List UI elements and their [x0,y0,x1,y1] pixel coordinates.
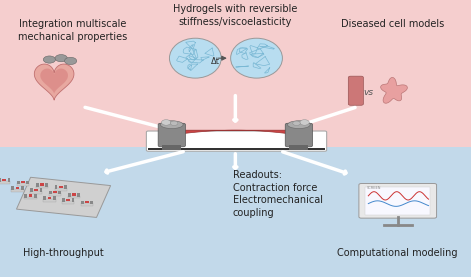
FancyBboxPatch shape [348,76,364,105]
Text: Δt: Δt [210,57,219,66]
Bar [64,185,67,189]
Bar [163,145,181,150]
Bar [43,196,46,200]
Bar [0,0,471,147]
FancyBboxPatch shape [158,123,185,147]
Polygon shape [381,78,407,103]
Polygon shape [34,64,74,100]
Bar [49,191,52,194]
Bar [25,194,27,198]
Text: Hydrogels with reversible
stiffness/viscoelasticity: Hydrogels with reversible stiffness/visc… [173,4,298,27]
Bar [17,183,29,186]
Bar [81,203,93,206]
Bar [43,199,55,202]
Circle shape [300,120,309,125]
Bar [62,201,74,204]
Circle shape [43,56,55,63]
Polygon shape [66,199,70,201]
Bar [0,147,471,277]
Polygon shape [17,177,110,217]
Bar [55,185,57,189]
Bar [53,196,55,200]
Bar [77,193,80,197]
Polygon shape [85,201,89,203]
Bar [36,183,38,187]
Bar [0,178,1,182]
Bar [8,178,10,182]
Bar [27,181,29,184]
Circle shape [64,57,77,65]
Text: Computational modeling: Computational modeling [337,248,458,258]
Bar [91,201,93,204]
Text: vs: vs [363,88,373,97]
Polygon shape [29,194,33,197]
Bar [30,188,33,192]
Bar [11,189,24,192]
Bar [58,191,61,194]
Bar [34,194,36,198]
Polygon shape [172,130,299,135]
Bar [0,181,10,184]
Polygon shape [53,191,57,193]
Bar [49,193,61,196]
Polygon shape [16,187,19,189]
Polygon shape [72,193,76,196]
Polygon shape [47,197,51,199]
Polygon shape [2,179,6,181]
Text: Diseased cell models: Diseased cell models [341,19,445,29]
Bar [68,193,71,197]
Bar [62,198,65,202]
Polygon shape [40,183,44,186]
Ellipse shape [288,121,310,129]
Circle shape [293,121,301,125]
Bar [36,186,48,188]
Bar [72,198,74,202]
FancyBboxPatch shape [359,183,437,218]
Circle shape [162,120,171,125]
Bar [290,145,308,150]
Text: SCREEN: SCREEN [367,186,381,190]
Bar [55,188,67,191]
Ellipse shape [231,38,283,78]
Circle shape [55,55,67,62]
Text: Integration multiscale
mechanical properties: Integration multiscale mechanical proper… [18,19,128,42]
Bar [17,181,20,184]
Bar [148,148,325,150]
Polygon shape [59,186,63,188]
Bar [30,191,42,194]
FancyBboxPatch shape [285,123,312,147]
Bar [21,186,24,190]
Text: Readouts:
Contraction force
Electromechanical
coupling: Readouts: Contraction force Electromecha… [233,170,323,217]
Bar [68,196,80,198]
Bar [81,201,84,204]
Bar [25,197,36,199]
Text: High-throughput: High-throughput [23,248,104,258]
Ellipse shape [169,38,221,78]
Polygon shape [34,189,38,191]
Circle shape [170,121,178,125]
Bar [45,183,48,187]
Polygon shape [40,68,68,94]
Ellipse shape [161,121,183,129]
Bar [11,186,14,190]
Bar [365,187,430,214]
FancyBboxPatch shape [146,131,327,151]
Polygon shape [21,181,25,183]
Bar [39,188,42,192]
